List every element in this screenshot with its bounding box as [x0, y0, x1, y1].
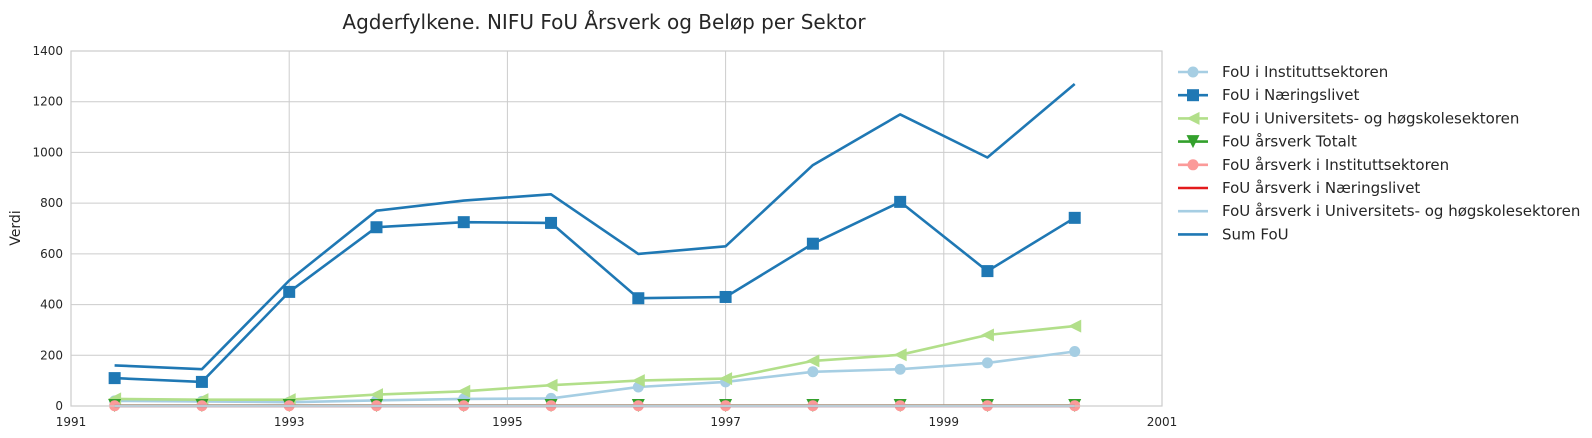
y-axis-label: Verdi: [8, 210, 24, 245]
plot-frame: [70, 50, 1163, 407]
data-point: [981, 357, 993, 369]
data-point: [893, 348, 907, 362]
series-2: [108, 319, 1082, 407]
data-point: [894, 195, 907, 208]
data-point: [719, 290, 732, 303]
series-7: [114, 83, 1076, 371]
legend-item: FoU i Næringslivet: [1178, 86, 1360, 104]
x-tick-label: 1995: [492, 415, 523, 429]
data-point: [981, 265, 994, 278]
data-point: [807, 366, 819, 378]
x-tick-label: 2001: [1147, 415, 1178, 429]
legend-swatch-marker: [1187, 66, 1199, 78]
legend-swatch-marker: [1187, 89, 1199, 102]
data-point: [632, 292, 645, 305]
data-point: [894, 363, 906, 375]
legend-label: FoU årsverk i Instituttsektoren: [1222, 156, 1449, 174]
legend-swatch-marker: [1186, 111, 1200, 125]
data-point: [806, 237, 819, 250]
legend-swatch-marker: [1186, 135, 1200, 149]
data-point: [1069, 345, 1081, 357]
legend-swatch-marker: [1187, 159, 1199, 171]
legend-item: FoU årsverk i Instituttsektoren: [1178, 156, 1449, 174]
data-point: [544, 378, 558, 392]
legend-label: FoU i Universitets- og høgskolesektoren: [1222, 109, 1519, 127]
y-tick-label: 1200: [32, 95, 63, 109]
x-tick-label: 1999: [929, 415, 960, 429]
legend-label: FoU årsverk Totalt: [1222, 133, 1357, 151]
data-point: [195, 375, 208, 388]
legend-label: Sum FoU: [1222, 225, 1289, 243]
series-line: [114, 83, 1076, 371]
data-point: [719, 372, 733, 386]
legend-item: Sum FoU: [1178, 225, 1289, 243]
series-line: [114, 324, 1075, 402]
legend-item: FoU årsverk i Universitets- og høgskoles…: [1178, 202, 1580, 220]
data-point: [1068, 319, 1082, 333]
data-point: [545, 216, 558, 229]
series-1: [108, 195, 1081, 388]
data-point: [283, 285, 296, 298]
y-tick-label: 1000: [32, 145, 63, 159]
data-point: [631, 374, 645, 388]
x-tick-label: 1991: [56, 415, 87, 429]
data-point: [370, 221, 383, 234]
tick-labels: 0 200 400 600 800 1000 1200 1400 1991 1993 1995 199…: [32, 44, 1177, 429]
data-point: [108, 372, 121, 385]
y-tick-label: 400: [40, 298, 63, 312]
chart-title: Agderfylkene. NIFU FoU Årsverk og Beløp …: [342, 10, 866, 34]
series-line: [114, 350, 1075, 404]
legend-item: FoU årsverk Totalt: [1178, 133, 1357, 151]
y-tick-label: 1400: [32, 44, 63, 58]
x-tick-label: 1997: [710, 415, 741, 429]
data-point: [1068, 211, 1081, 224]
data-point: [980, 328, 994, 342]
legend-label: FoU årsverk i Næringslivet: [1222, 179, 1420, 197]
y-tick-label: 200: [40, 348, 63, 362]
legend-item: FoU årsverk i Næringslivet: [1178, 179, 1420, 197]
data-point: [457, 384, 471, 398]
legend-item: FoU i Universitets- og høgskolesektoren: [1178, 109, 1519, 127]
legend: FoU i Instituttsektoren FoU i Næringslive…: [1178, 63, 1580, 243]
data-point: [457, 216, 470, 229]
y-tick-label: 0: [55, 399, 63, 413]
legend-item: FoU i Instituttsektoren: [1178, 63, 1388, 81]
plot-area: [71, 51, 1162, 406]
series-line: [114, 200, 1076, 384]
data-point: [369, 388, 383, 402]
y-tick-label: 600: [40, 247, 63, 261]
legend-label: FoU årsverk i Universitets- og høgskoles…: [1222, 202, 1580, 220]
data-point: [806, 354, 820, 368]
y-tick-label: 800: [40, 196, 63, 210]
x-tick-label: 1993: [274, 415, 305, 429]
legend-label: FoU i Næringslivet: [1222, 86, 1360, 104]
legend-label: FoU i Instituttsektoren: [1222, 63, 1388, 81]
